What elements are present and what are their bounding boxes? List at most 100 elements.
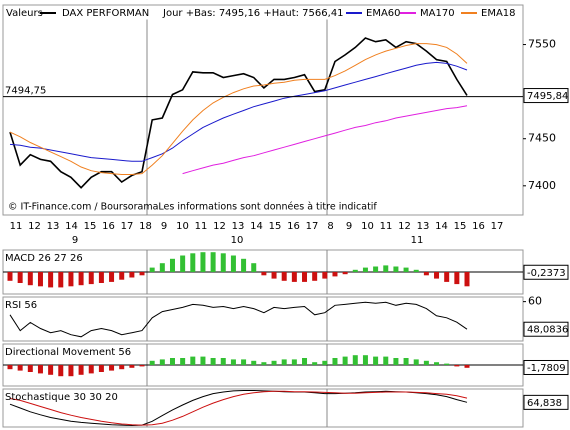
bar (413, 359, 419, 365)
bar (302, 358, 308, 365)
bar (383, 265, 389, 272)
bar (403, 358, 409, 365)
bar (322, 272, 328, 279)
series-line (182, 105, 468, 175)
bar (220, 358, 226, 365)
x-tick-label: 11 (195, 221, 208, 232)
bar (291, 359, 297, 365)
last-value-box (523, 88, 569, 104)
bar (58, 365, 64, 377)
bar (444, 363, 450, 365)
y-tick-label: 7400 (528, 179, 556, 192)
bar (109, 272, 115, 282)
bar (180, 358, 186, 365)
last-value-label: -1,7809 (527, 363, 566, 374)
x-tick-label: 8 (327, 221, 333, 232)
series-line (9, 61, 468, 162)
x-tick-label: 15 (84, 221, 97, 232)
bar (434, 272, 440, 279)
bar (434, 362, 440, 365)
x-tick-label: 13 (417, 221, 430, 232)
bar (78, 365, 84, 375)
bar (190, 253, 196, 272)
bar (149, 267, 155, 272)
bar (17, 365, 23, 371)
bar (454, 365, 460, 367)
bar (58, 272, 64, 288)
bar (342, 356, 348, 365)
bar (48, 365, 54, 375)
panel-frame (2, 388, 524, 428)
x-tick-label: 16 (472, 221, 485, 232)
bar (48, 272, 54, 288)
bar (119, 365, 125, 370)
subtitle: Jour +Bas: 7495,16 +Haut: 7566,41 (162, 8, 344, 19)
bar (88, 272, 94, 285)
day-label: 11 (411, 235, 424, 246)
series-line (9, 301, 468, 338)
bar (159, 263, 165, 272)
bar (78, 272, 84, 286)
bar (98, 272, 104, 283)
bar (423, 360, 429, 365)
last-value-label: 7495,84 (527, 91, 568, 102)
x-tick-label: 10 (176, 221, 189, 232)
x-tick-label: 12 (28, 221, 41, 232)
panel-frame (2, 4, 524, 216)
last-value-label: -0,2373 (527, 268, 566, 279)
bar (413, 269, 419, 272)
legend-label: EMA60 (366, 8, 401, 19)
bar (200, 252, 206, 272)
bar (251, 360, 257, 365)
bar (281, 272, 287, 281)
panel-title: RSI 56 (5, 300, 37, 311)
bar (210, 252, 216, 272)
bar (271, 360, 277, 365)
bar (159, 359, 165, 365)
bar (362, 355, 368, 365)
bar (332, 272, 338, 277)
bar (362, 267, 368, 272)
x-tick-label: 17 (491, 221, 504, 232)
legend-label: EMA18 (481, 8, 516, 19)
bar (139, 272, 145, 276)
panel-title: Stochastique 30 30 20 (5, 392, 118, 403)
bar (312, 272, 318, 281)
y-tick-label: 60 (528, 295, 542, 308)
x-tick-label: 13 (47, 221, 60, 232)
x-tick-label: 12 (213, 221, 226, 232)
x-tick-label: 13 (232, 221, 245, 232)
x-tick-label: 15 (269, 221, 282, 232)
bar (190, 356, 196, 365)
x-tick-label: 15 (454, 221, 467, 232)
bar (169, 358, 175, 365)
bar (261, 362, 267, 365)
series-line (9, 390, 468, 426)
bar (352, 269, 358, 272)
day-label: 9 (72, 235, 78, 246)
bar (373, 266, 379, 272)
series-line (9, 43, 468, 175)
bar (302, 272, 308, 282)
y-tick-label: 7450 (528, 132, 556, 145)
footer-note: © IT-Finance.com / BoursoramaLes informa… (8, 202, 377, 213)
bar (373, 356, 379, 365)
bar (220, 253, 226, 272)
bar (7, 365, 13, 370)
bar (464, 272, 470, 287)
bar (312, 362, 318, 365)
x-tick-label: 16 (287, 221, 300, 232)
bar (444, 272, 450, 282)
bar (68, 272, 74, 287)
bar (98, 365, 104, 372)
header-label: Valeurs (6, 8, 43, 19)
bar (109, 365, 115, 371)
bar (352, 355, 358, 365)
bar (27, 365, 33, 372)
x-tick-label: 14 (250, 221, 263, 232)
bar (139, 365, 145, 367)
bar (180, 255, 186, 272)
x-tick-label: 14 (65, 221, 78, 232)
bar (393, 266, 399, 272)
